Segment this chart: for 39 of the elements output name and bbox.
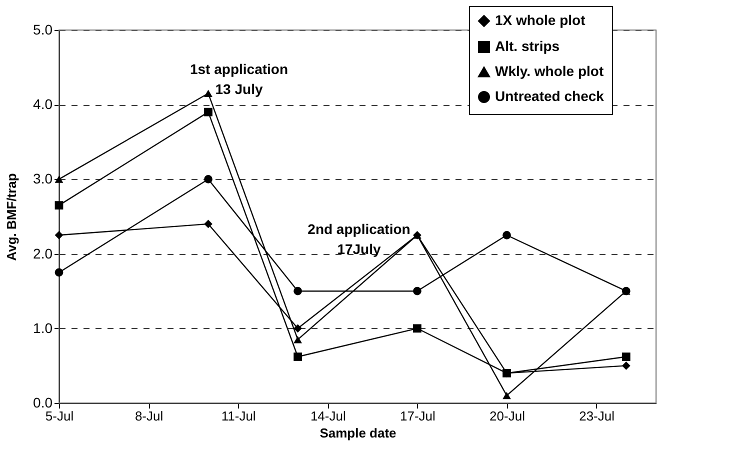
- y-tick-label: 2.0: [33, 245, 53, 262]
- legend-label: 1X whole plot: [495, 12, 586, 28]
- point: [622, 352, 630, 361]
- point: [294, 336, 302, 344]
- point: [294, 286, 302, 296]
- y-tick-label: 5.0: [33, 22, 53, 38]
- point: [204, 220, 212, 228]
- point: [204, 175, 212, 184]
- x-tick-label: 17-Jul: [400, 408, 436, 424]
- point: [502, 368, 511, 378]
- annotation: 1st application 13 July: [190, 61, 288, 97]
- x-tick-label: 8-Jul: [134, 408, 164, 424]
- x-axis-title: Sample date: [320, 426, 396, 440]
- point: [502, 392, 511, 400]
- y-tick-label: 1.0: [33, 320, 53, 336]
- x-tick-label: 20-Jul: [490, 408, 526, 424]
- point: [54, 201, 64, 210]
- x-tick-label: 5-Jul: [45, 408, 74, 424]
- y-tick-label: 0.0: [33, 394, 53, 410]
- point: [204, 90, 212, 98]
- y-tick-label: 3.0: [33, 170, 53, 187]
- x-tick-label: 14-Jul: [310, 408, 346, 424]
- legend-label: Wkly. whole plot: [495, 63, 604, 79]
- point: [294, 352, 302, 361]
- x-tick-label: 23-Jul: [579, 408, 615, 424]
- point: [413, 286, 422, 296]
- annotation: 2nd application 17July: [308, 221, 410, 257]
- point: [54, 268, 64, 277]
- point: [502, 230, 511, 240]
- legend-label: Alt. strips: [495, 38, 560, 54]
- y-tick-label: 4.0: [33, 96, 53, 112]
- x-tick-label: 11-Jul: [221, 408, 256, 424]
- y-axis-title: Avg. BMF/trap: [4, 173, 20, 261]
- point: [622, 362, 630, 370]
- point: [54, 230, 64, 240]
- point: [204, 108, 212, 116]
- point: [294, 324, 302, 333]
- point: [413, 324, 422, 333]
- legend-label: Untreated check: [495, 88, 604, 104]
